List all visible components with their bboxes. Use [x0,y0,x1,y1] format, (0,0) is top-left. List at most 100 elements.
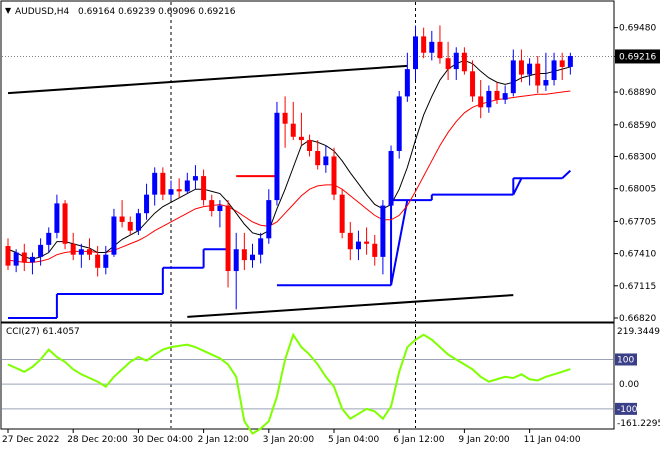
candle-body-51 [421,36,427,53]
candle-body-26 [217,205,223,212]
price-tick-label-9: 0.66820 [619,314,656,324]
candle-body-9 [78,249,84,255]
price-tick-label-6: 0.67705 [619,217,656,227]
time-tick-label-5: 5 Jan 04:00 [328,435,380,445]
candle-body-59 [486,90,492,108]
candle-body-8 [70,243,76,255]
candle-body-65 [535,63,541,86]
candle-body-68 [559,60,565,67]
candle-body-7 [62,203,68,244]
fast-moving-average [7,59,571,260]
candle-body-46 [380,205,386,257]
time-tick-label-6: 6 Jan 12:00 [393,435,445,445]
candle-body-32 [266,200,272,239]
candle-body-45 [372,243,378,257]
candle-body-1 [13,252,19,266]
candle-body-20 [168,189,174,195]
candle-body-23 [192,176,198,181]
collapse-triangle-icon[interactable]: ▼ [5,6,12,15]
candle-body-38 [315,150,321,166]
candle-body-17 [144,194,150,214]
candle-body-30 [250,254,255,261]
candle-body-52 [429,41,435,53]
candle-body-29 [241,249,247,261]
candle-body-58 [478,96,484,108]
candle-body-3 [29,256,35,263]
candle-body-44 [364,241,370,244]
stepped-support-line [8,169,572,319]
time-tick-label-3: 2 Jan 12:00 [198,435,250,445]
cci-level-badge-0 [615,353,637,366]
trendline-1[interactable] [187,294,514,318]
price-tick-label-2: 0.68890 [619,88,656,98]
time-axis: 27 Dec 2022 28 Dec 20:00 30 Dec 04:00 2 Jan… [2,429,581,445]
candle-body-41 [339,194,345,233]
cci-panel [0,322,615,430]
price-tick-label-5: 0.68005 [619,185,656,195]
candle-body-43 [355,241,361,250]
candle-body-18 [152,172,158,195]
stepped-line [8,169,572,319]
candle-body-22 [184,180,190,192]
candle-body-35 [290,123,296,137]
candle-body-19 [160,172,166,195]
cci-line [7,332,571,435]
candle-body-48 [396,96,402,151]
ohlc-readout: 0.69164 0.69239 0.69096 0.69216 [78,7,236,17]
cci-label: CCI(27) 61.4057 [6,327,80,337]
candle-body-33 [274,112,280,201]
candle-body-25 [209,200,215,212]
candle-body-13 [111,216,117,255]
cci-indicator: 100 0.00 -100 [2,332,639,435]
time-tick-label-0: 27 Dec 2022 [2,435,60,445]
candle-body-28 [233,249,239,272]
trendlines [7,64,514,318]
candle-body-4 [38,244,44,257]
candle-body-10 [87,249,92,255]
current-price-label: 0.69216 [619,52,656,62]
candle-body-5 [46,232,52,245]
time-tick-label-7: 9 Jan 20:00 [458,435,510,445]
candle-body-55 [453,52,459,70]
candle-body-6 [54,203,60,233]
candle-body-56 [461,52,467,72]
candle-body-21 [176,189,182,192]
candle-body-16 [135,213,141,231]
candle-body-63 [518,60,524,75]
moving-averages [7,59,571,263]
candle-body-14 [119,216,125,222]
candle-body-34 [282,112,288,124]
candle-body-24 [201,176,207,201]
time-tick-label-2: 30 Dec 04:00 [132,435,193,445]
price-tick-label-7: 0.67410 [619,250,656,260]
candle-body-40 [331,156,337,195]
candle-body-62 [510,60,516,94]
trendline-0[interactable] [7,64,408,95]
price-tick-label-4: 0.68300 [619,152,656,162]
candle-body-54 [445,58,451,70]
candle-body-57 [470,71,476,97]
candle-body-15 [127,221,133,231]
time-tick-label-8: 11 Jan 04:00 [524,435,581,445]
cci-level-label-1: 0.00 [619,380,639,390]
price-tick-label-0: 0.69480 [619,24,656,34]
candle-body-0 [5,245,11,266]
cci-level-label-0: 100 [617,355,634,365]
candles [5,25,573,310]
candle-body-42 [347,232,353,250]
candle-body-27 [225,205,231,272]
cci-top-value: 219.3449 [617,327,660,337]
price-tick-label-3: 0.68590 [619,121,656,131]
time-tick-label-4: 3 Jan 20:00 [263,435,315,445]
candle-body-36 [298,136,304,141]
candle-body-31 [258,238,264,255]
candle-body-37 [307,140,313,151]
price-tick-label-8: 0.67115 [619,282,656,292]
cci-bottom-value: -161.2295 [617,419,660,429]
symbol-label: AUDUSD,H4 [15,7,70,17]
candle-body-2 [21,252,27,263]
candle-body-11 [95,254,101,268]
current-price-badge [615,49,660,64]
candle-body-53 [437,41,443,59]
candle-body-39 [323,156,329,166]
